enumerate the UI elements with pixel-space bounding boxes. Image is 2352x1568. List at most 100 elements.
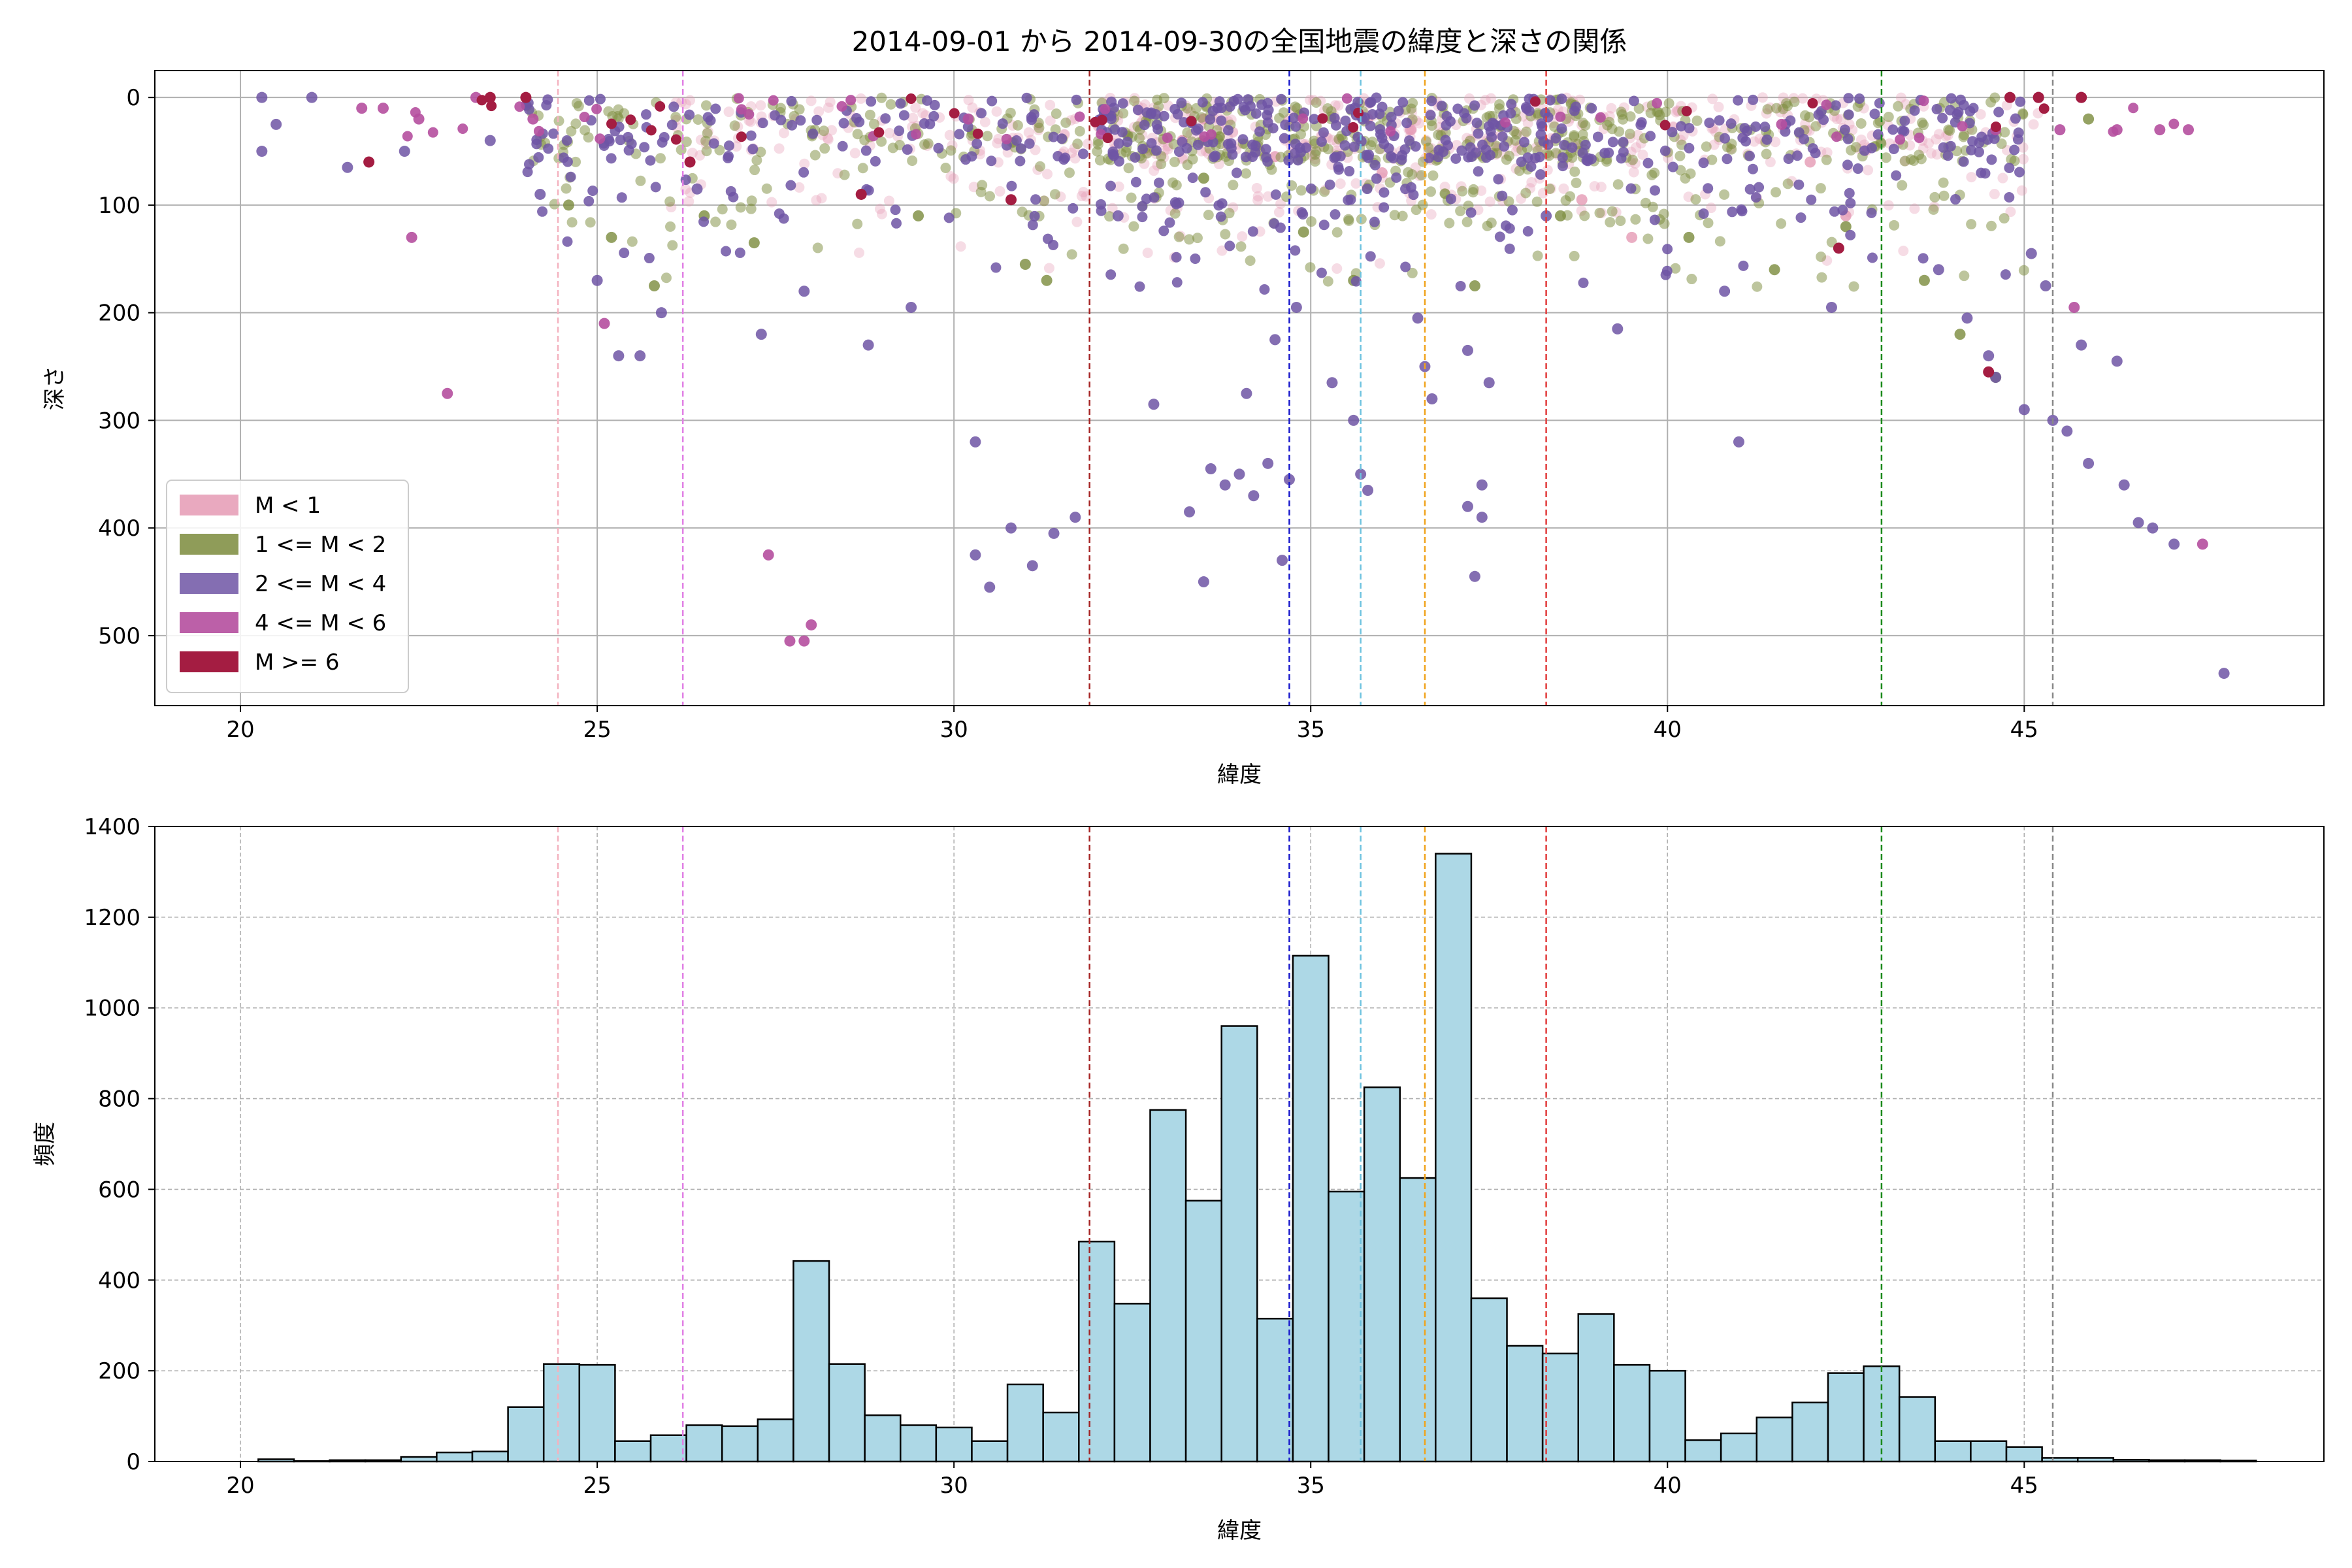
scatter-point (666, 120, 678, 131)
scatter-point (543, 143, 554, 154)
scatter-point (1556, 123, 1567, 134)
scatter-point (1887, 124, 1899, 135)
scatter-point (1375, 123, 1386, 135)
scatter-point (762, 549, 774, 561)
scatter-point (1322, 276, 1333, 287)
scatter-point (1462, 500, 1473, 512)
scatter-point (1869, 108, 1880, 120)
scatter-point (757, 118, 768, 129)
scatter-point (1066, 249, 1077, 260)
scatter-point (1569, 130, 1580, 141)
scatter-point (562, 156, 573, 167)
scatter-point (2018, 265, 2029, 276)
scatter-point (1667, 127, 1678, 138)
scatter-point (1275, 222, 1286, 233)
scatter-point (1149, 165, 1160, 176)
scatter-point (1642, 233, 1654, 244)
scatter-point (1277, 555, 1288, 566)
scatter-point (1816, 251, 1827, 262)
scatter-point (1456, 145, 1467, 156)
scatter-point (1102, 133, 1113, 144)
scatter-point (745, 203, 757, 214)
scatter-point (1350, 276, 1362, 287)
scatter-point (1352, 131, 1364, 142)
scatter-point (1759, 122, 1771, 133)
scatter-point (1624, 128, 1635, 139)
histogram-x-tick-label: 30 (940, 1473, 968, 1499)
legend-box (166, 480, 409, 693)
scatter-point (606, 153, 617, 164)
scatter-point (1616, 109, 1627, 120)
scatter-point (1567, 142, 1578, 153)
scatter-point (991, 106, 1002, 117)
scatter-point (1107, 146, 1119, 157)
scatter-point (1457, 186, 1468, 197)
scatter-point (1158, 110, 1169, 122)
scatter-point (1262, 156, 1273, 167)
scatter-point (1407, 267, 1418, 278)
scatter-point (1217, 198, 1228, 209)
scatter-point (681, 136, 692, 147)
scatter-point (864, 109, 875, 120)
scatter-point (561, 183, 572, 194)
scatter-point (1045, 99, 1056, 110)
scatter-point (1048, 527, 1060, 539)
scatter-point (1722, 142, 1733, 153)
scatter-point (1203, 210, 1214, 221)
scatter-point (1156, 159, 1167, 170)
scatter-point (1021, 92, 1032, 103)
scatter-point (1650, 185, 1661, 196)
scatter-point (1112, 210, 1124, 221)
scatter-point (972, 139, 983, 150)
scatter-point (1659, 120, 1671, 131)
scatter-point (1983, 366, 1995, 378)
scatter-point (1544, 95, 1556, 106)
scatter-point (427, 127, 438, 138)
scatter-point (823, 134, 834, 145)
scatter-point (1776, 218, 1787, 229)
scatter-point (1485, 126, 1496, 137)
scatter-point (1208, 152, 1219, 163)
scatter-point (1083, 139, 1094, 150)
scatter-point (1670, 263, 1681, 274)
scatter-point (743, 108, 755, 120)
scatter-point (808, 128, 819, 139)
scatter-point (1045, 115, 1056, 126)
scatter-point (1569, 166, 1580, 177)
scatter-point (484, 91, 496, 103)
scatter-point (676, 97, 687, 108)
scatter-point (1898, 246, 1909, 257)
scatter-point (702, 127, 713, 139)
scatter-point (812, 242, 823, 253)
scatter-point (1267, 123, 1279, 134)
histogram-bar (578, 1364, 616, 1463)
scatter-point (1905, 154, 1916, 165)
scatter-point (1262, 457, 1274, 469)
legend-swatch (180, 534, 238, 555)
scatter-point (1192, 233, 1203, 244)
scatter-point (1252, 191, 1264, 202)
scatter-point (1424, 152, 1435, 163)
scatter-point (1647, 201, 1658, 212)
scatter-point (1407, 169, 1418, 180)
scatter-point (855, 188, 867, 200)
scatter-point (1428, 170, 1439, 181)
scatter-point (641, 109, 652, 120)
scatter-point (684, 109, 695, 120)
scatter-point (667, 240, 678, 251)
scatter-point (874, 203, 885, 214)
scatter-point (1556, 93, 1567, 105)
scatter-point (1476, 479, 1488, 491)
scatter-point (1883, 112, 1894, 123)
scatter-point (583, 95, 595, 106)
scatter-point (1765, 157, 1776, 168)
scatter-point (852, 218, 863, 229)
scatter-point (1365, 251, 1376, 262)
scatter-point (522, 167, 533, 178)
scatter-point (591, 274, 603, 286)
scatter-point (2068, 301, 2080, 313)
scatter-point (1989, 92, 2001, 103)
histogram-bar (614, 1440, 652, 1463)
scatter-point (1187, 172, 1198, 184)
scatter-point (1200, 187, 1211, 198)
